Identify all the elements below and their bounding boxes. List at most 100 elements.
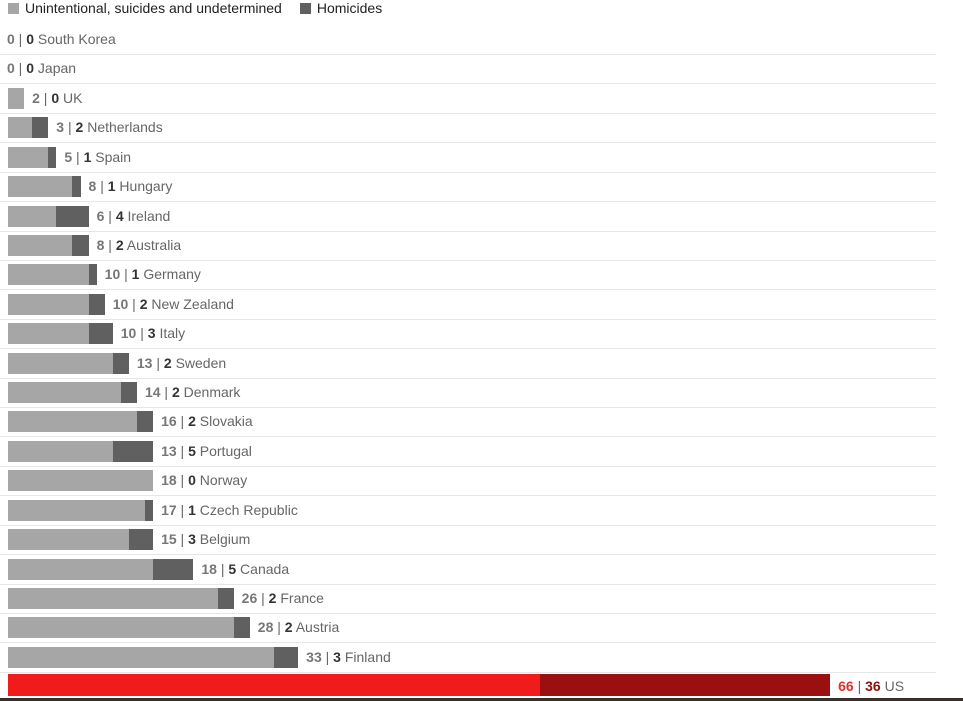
value-unintentional: 16 (161, 413, 177, 430)
bar-unintentional (8, 293, 89, 315)
bar-row: 33 | 3 Finland (0, 643, 936, 673)
bar-unintentional (8, 499, 146, 521)
bar-unintentional (8, 440, 113, 462)
value-unintentional: 2 (32, 89, 40, 106)
bar-row: 28 | 2 Austria (0, 613, 936, 644)
bar-homicides (56, 205, 89, 227)
bar-homicides (153, 558, 194, 580)
value-homicides: 5 (228, 560, 237, 577)
country-name: Austria (292, 619, 340, 636)
value-homicides: 1 (107, 178, 116, 195)
bar-homicides (112, 440, 154, 462)
bar-homicides (88, 293, 105, 315)
bar-homicides (539, 674, 831, 697)
bar-homicides (233, 617, 250, 639)
bar-unintentional (8, 617, 234, 639)
bar-row: 13 | 2 Sweden (0, 349, 936, 379)
value-homicides: 2 (268, 589, 277, 606)
bar-label: 10 | 2 New Zealand (113, 296, 234, 312)
country-name: Slovakia (195, 413, 253, 430)
bar-row: 17 | 1 Czech Republic (0, 496, 936, 526)
value-unintentional: 3 (56, 119, 65, 136)
bar-homicides (145, 499, 154, 521)
separator: | (136, 325, 148, 342)
separator: | (216, 560, 229, 577)
bar-unintentional (8, 176, 73, 198)
bar-homicides (88, 264, 97, 286)
separator: | (104, 236, 116, 253)
value-unintentional: 6 (96, 207, 105, 224)
country-name: Denmark (179, 384, 241, 401)
bar-unintentional (8, 411, 137, 433)
separator: | (14, 60, 27, 77)
value-unintentional: 10 (104, 266, 121, 283)
legend-item-homicides: Homicides (299, 0, 383, 16)
value-homicides: 0 (26, 31, 35, 47)
value-unintentional: 8 (88, 178, 97, 195)
bar-homicides (72, 176, 81, 198)
bar-label: 33 | 3 Finland (306, 649, 391, 665)
bar-unintentional (8, 470, 154, 492)
bar-label: 5 | 1 Spain (64, 149, 131, 165)
bar-label: 14 | 2 Denmark (145, 384, 240, 400)
bar-homicides (48, 146, 57, 168)
bar-homicides (88, 323, 113, 345)
separator: | (176, 472, 189, 489)
separator: | (257, 589, 269, 606)
country-name: Finland (340, 648, 391, 665)
separator: | (72, 148, 84, 165)
country-name: Sweden (171, 354, 227, 371)
value-homicides: 5 (188, 442, 196, 459)
bar-row: 8 | 2 Australia (0, 231, 936, 261)
value-homicides: 0 (51, 89, 60, 106)
value-unintentional: 33 (306, 648, 322, 665)
bar-row: 16 | 2 Slovakia (0, 407, 936, 438)
bar-label: 66 | 36 US (838, 678, 904, 694)
separator: | (176, 501, 189, 518)
bar-row: 15 | 3 Belgium (0, 525, 936, 556)
bar-row: 3 | 2 Netherlands (0, 113, 936, 144)
separator: | (152, 354, 164, 371)
bar-label: 18 | 5 Canada (201, 561, 289, 577)
bar-row: 14 | 2 Denmark (0, 378, 936, 409)
value-homicides: 4 (115, 207, 124, 224)
bar-row: 66 | 36 US (0, 672, 936, 701)
bar-homicides (120, 382, 137, 404)
value-unintentional: 66 (838, 678, 854, 695)
bar-label: 26 | 2 France (242, 590, 324, 606)
value-unintentional: 15 (161, 531, 177, 548)
separator: | (321, 648, 334, 665)
bar-unintentional (8, 674, 540, 697)
bar-unintentional (8, 646, 274, 668)
separator: | (176, 413, 189, 430)
bar-unintentional (8, 87, 25, 109)
value-unintentional: 10 (120, 325, 137, 342)
bar-unintentional (8, 529, 129, 551)
bar-homicides (273, 646, 299, 668)
separator: | (104, 207, 116, 224)
country-name: Czech Republic (195, 501, 298, 518)
country-name: Germany (139, 266, 201, 283)
country-name: Australia (123, 236, 182, 253)
legend-label: Homicides (316, 0, 383, 16)
country-name: Japan (34, 60, 77, 77)
value-homicides: 1 (131, 266, 140, 283)
bar-label: 28 | 2 Austria (258, 619, 340, 635)
value-homicides: 2 (139, 295, 148, 312)
bar-unintentional (8, 558, 154, 580)
value-homicides: 2 (163, 354, 172, 371)
separator: | (176, 442, 189, 459)
value-homicides: 2 (284, 619, 293, 636)
bar-row: 10 | 2 New Zealand (0, 290, 936, 320)
value-homicides: 2 (171, 384, 180, 401)
value-unintentional: 0 (7, 60, 15, 77)
bar-unintentional (8, 382, 121, 404)
bar-unintentional (8, 352, 113, 374)
country-name: Canada (236, 560, 290, 577)
bar-label: 16 | 2 Slovakia (161, 413, 253, 429)
bar-homicides (217, 587, 234, 609)
bar-label: 17 | 1 Czech Republic (161, 502, 298, 518)
country-name: Belgium (195, 531, 251, 548)
value-homicides: 1 (188, 501, 196, 518)
bar-row: 6 | 4 Ireland (0, 202, 936, 232)
